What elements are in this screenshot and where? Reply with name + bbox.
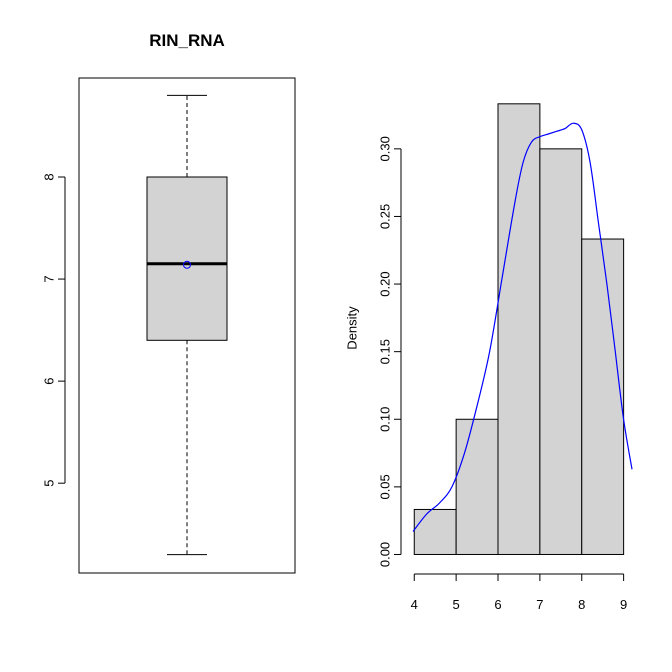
histogram-bar [539,148,583,555]
density-curve-group [412,122,633,532]
histogram-x-tick-label: 5 [453,597,460,612]
histogram-bar [497,103,541,555]
histogram-x-tick-label: 4 [411,597,418,612]
boxplot-y-tick-label: 5 [42,480,57,487]
boxplot-y-axis: 5 6 7 8 [42,173,66,487]
histogram-y-tick-label: 0.00 [378,542,393,567]
histogram-bar [455,418,499,555]
histogram-y-axis-label: Density [345,306,360,350]
histogram-y-tick-label: 0.05 [378,474,393,499]
histogram-x-tick-label: 7 [536,597,543,612]
boxplot-y-tick-label: 7 [42,275,57,282]
histogram-bars [413,103,625,555]
histogram-y-axis: 0.00 0.05 0.10 0.15 0.20 0.25 0.30 [378,136,402,567]
histogram-x-tick-label: 9 [620,597,627,612]
boxplot-y-tick-label: 6 [42,378,57,385]
boxplot-mean-marker [183,260,191,269]
boxplot-iqr-box [146,176,228,341]
boxplot-y-tick-label: 8 [42,173,57,180]
histogram-x-tick-label: 6 [494,597,501,612]
histogram-panel: Density 0.00 0.05 0.10 0.15 0.20 0.25 0.30 4 5 6… [345,103,633,612]
boxplot-plot-frame [78,77,296,574]
histogram-bar [581,238,625,555]
histogram-y-tick-label: 0.15 [378,339,393,364]
boxplot-title: RIN_RNA [149,31,225,50]
histogram-bar [413,508,457,555]
histogram-y-tick-label: 0.25 [378,204,393,229]
histogram-y-tick-label: 0.10 [378,407,393,432]
histogram-x-axis: 4 5 6 7 8 9 [411,573,627,612]
histogram-y-tick-label: 0.30 [378,136,393,161]
boxplot-panel: RIN_RNA 5 6 7 8 [42,31,296,574]
histogram-x-tick-label: 8 [578,597,585,612]
histogram-y-tick-label: 0.20 [378,271,393,296]
density-curve [412,122,633,532]
boxplot-marks [146,94,228,556]
